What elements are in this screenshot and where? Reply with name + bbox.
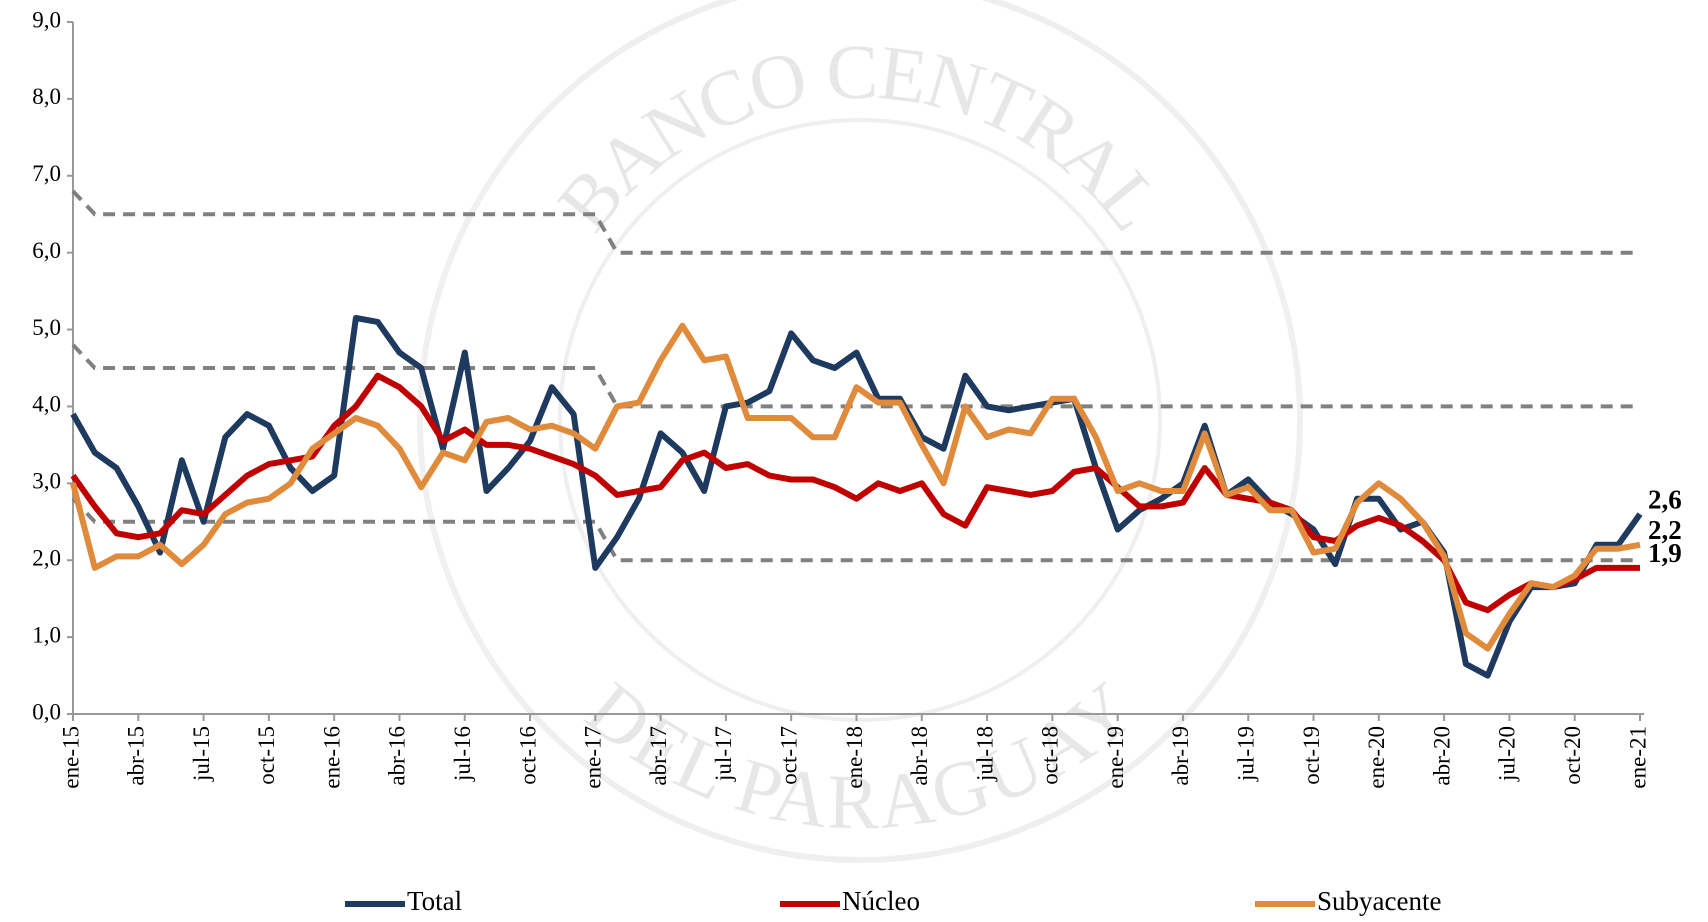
y-tick-label: 7,0 [32, 161, 61, 186]
series-line [70, 372, 1640, 614]
y-tick-label: 8,0 [32, 84, 61, 109]
x-tick-label: jul-20 [1495, 726, 1520, 782]
x-tick-label: jul-15 [189, 726, 214, 782]
x-tick-label: abr-16 [385, 726, 410, 786]
x-tick-label: oct-19 [1299, 726, 1324, 785]
x-tick-label: oct-18 [1038, 726, 1063, 785]
reference-line [71, 189, 1640, 255]
data-label: 1,9 [1648, 538, 1682, 568]
y-tick-label: 1,0 [32, 622, 61, 647]
y-tick-label: 5,0 [32, 315, 61, 340]
legend-label: Subyacente [1317, 886, 1441, 916]
x-tick-label: oct-15 [254, 726, 279, 785]
reference-line [71, 343, 1640, 409]
x-tick-label: abr-19 [1168, 726, 1193, 786]
x-tick-label: ene-19 [1103, 726, 1128, 789]
x-tick-label: ene-20 [1364, 726, 1389, 789]
x-tick-label: abr-20 [1429, 726, 1454, 786]
x-tick-label: ene-16 [319, 726, 344, 789]
series-line [70, 315, 1643, 679]
x-tick-label: jul-19 [1234, 726, 1259, 782]
watermark-text: BANCO CENTRAL [541, 27, 1180, 246]
x-tick-label: ene-18 [842, 726, 867, 789]
legend-label: Núcleo [842, 886, 920, 916]
data-label: 2,6 [1648, 484, 1682, 514]
x-tick-label: abr-17 [646, 726, 671, 786]
x-tick-label: jul-18 [972, 726, 997, 782]
x-tick-label: abr-15 [124, 726, 149, 786]
x-tick-label: oct-16 [515, 726, 540, 785]
y-tick-label: 6,0 [32, 238, 61, 263]
x-tick-label: ene-15 [58, 726, 83, 789]
x-tick-label: oct-17 [776, 726, 801, 785]
x-tick-label: ene-17 [581, 726, 606, 789]
reference-line [71, 497, 1640, 563]
data-label: 2,2 [1648, 515, 1682, 545]
x-tick-label: oct-20 [1560, 726, 1585, 785]
legend-label: Total [407, 886, 462, 916]
y-tick-label: 3,0 [32, 469, 61, 494]
series-line [70, 322, 1641, 652]
y-tick-label: 2,0 [32, 546, 61, 571]
x-tick-label: abr-18 [907, 726, 932, 786]
watermark-top: BANCO CENTRAL [541, 27, 1180, 246]
y-tick-label: 0,0 [32, 699, 61, 724]
x-tick-label: ene-21 [1625, 726, 1650, 789]
x-tick-label: jul-17 [711, 726, 736, 782]
y-tick-label: 9,0 [32, 7, 61, 32]
x-tick-label: jul-16 [450, 726, 475, 782]
y-tick-label: 4,0 [32, 392, 61, 417]
